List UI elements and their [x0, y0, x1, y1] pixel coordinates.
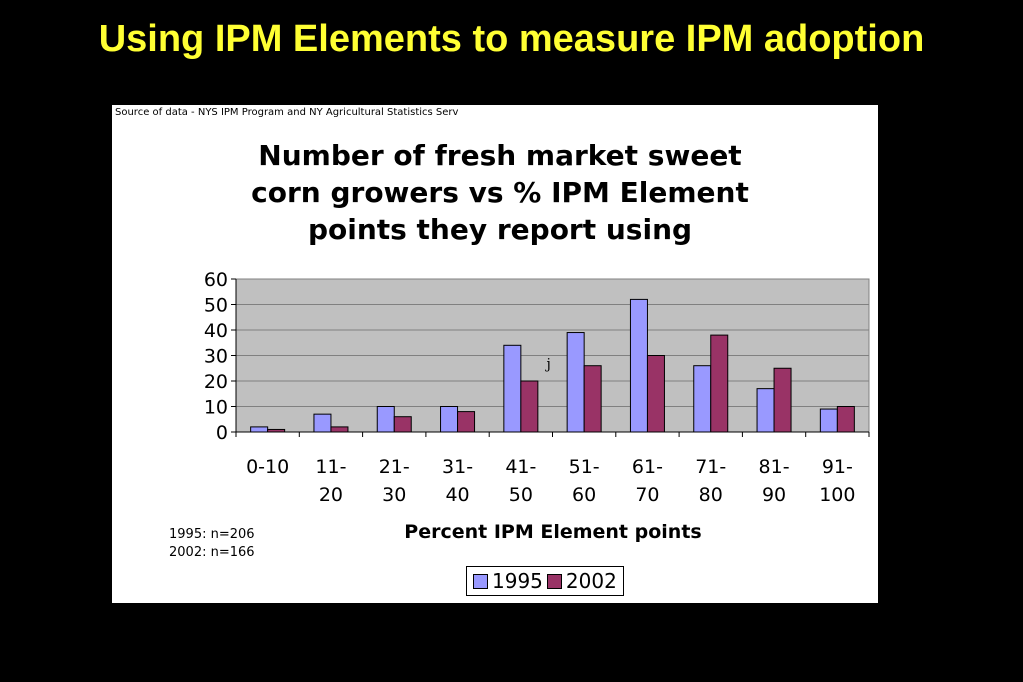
x-tick-label: 100: [819, 484, 855, 506]
bar-1995: [503, 344, 522, 433]
bar-1995: [566, 332, 585, 433]
bar-2002: [836, 406, 855, 433]
chart-title: Number of fresh market sweet corn grower…: [200, 137, 800, 248]
bar-2002: [710, 334, 729, 433]
legend-item-2002: 2002: [546, 569, 617, 593]
slide-title: Using IPM Elements to measure IPM adopti…: [98, 18, 925, 60]
x-tick-label: 81-: [759, 456, 790, 478]
chart-legend: 1995 2002: [466, 566, 624, 596]
x-tick-label: 90: [762, 484, 786, 506]
x-tick-label: 60: [572, 484, 596, 506]
chart-title-line: points they report using: [307, 213, 693, 246]
x-tick-label: 11-: [315, 456, 346, 478]
x-tick-label: 80: [699, 484, 723, 506]
sample-size-2002: 2002: n=166: [169, 545, 255, 560]
bar-1995: [819, 408, 838, 433]
stray-mark: j: [545, 356, 551, 372]
bar-2002: [520, 380, 539, 433]
bar-2002: [457, 411, 476, 433]
bar-1995: [313, 413, 332, 433]
y-tick-label: 60: [204, 269, 228, 291]
sample-size-1995: 1995: n=206: [169, 527, 255, 542]
legend-label-1995: 1995: [492, 569, 543, 593]
bar-1995: [693, 365, 712, 433]
bar-1995: [376, 406, 395, 433]
x-tick-label: 91-: [822, 456, 853, 478]
legend-swatch-1995: [473, 573, 488, 589]
bar-1995: [250, 426, 269, 433]
legend-item-1995: 1995: [473, 569, 543, 593]
y-tick-label: 30: [204, 346, 228, 368]
bar-1995: [629, 298, 648, 433]
bar-2002: [393, 416, 412, 433]
y-tick-label: 20: [204, 371, 228, 393]
x-tick-label: 61-: [632, 456, 663, 478]
y-tick-label: 10: [204, 397, 228, 419]
x-axis-title: Percent IPM Element points: [404, 521, 701, 543]
source-note: Source of data - NYS IPM Program and NY …: [115, 107, 459, 118]
sample-size-note: 1995: n=206 2002: n=166: [169, 526, 255, 562]
bar-1995: [756, 388, 775, 433]
chart-title-line: Number of fresh market sweet: [258, 139, 742, 172]
x-tick-label: 30: [382, 484, 406, 506]
x-tick-label: 51-: [569, 456, 600, 478]
bar-chart: 0 10 20 30 40 50 60 0-10 11- 20 21- 30 31- 40 41- 50 51-…: [204, 269, 870, 543]
legend-label-2002: 2002: [565, 569, 617, 593]
bar-1995: [440, 406, 459, 433]
bar-2002: [646, 355, 665, 433]
y-tick-label: 0: [216, 422, 228, 444]
x-tick-label: 20: [319, 484, 343, 506]
x-tick-label: 40: [445, 484, 469, 506]
bar-2002: [773, 367, 792, 433]
bar-2002: [330, 426, 349, 433]
x-tick-label: 31-: [442, 456, 473, 478]
x-tick-label: 21-: [379, 456, 410, 478]
chart-panel: Source of data - NYS IPM Program and NY …: [112, 105, 878, 603]
x-tick-label: 70: [635, 484, 659, 506]
bar-2002: [267, 428, 286, 433]
x-tick-label: 0-10: [246, 456, 289, 478]
x-tick-label: 50: [509, 484, 533, 506]
y-tick-label: 50: [204, 295, 228, 317]
x-tick-label: 41-: [505, 456, 536, 478]
chart-title-line: corn growers vs % IPM Element: [251, 176, 749, 209]
x-tick-label: 71-: [695, 456, 726, 478]
bar-2002: [583, 365, 602, 433]
legend-swatch-2002: [546, 573, 562, 589]
y-tick-label: 40: [204, 320, 228, 342]
